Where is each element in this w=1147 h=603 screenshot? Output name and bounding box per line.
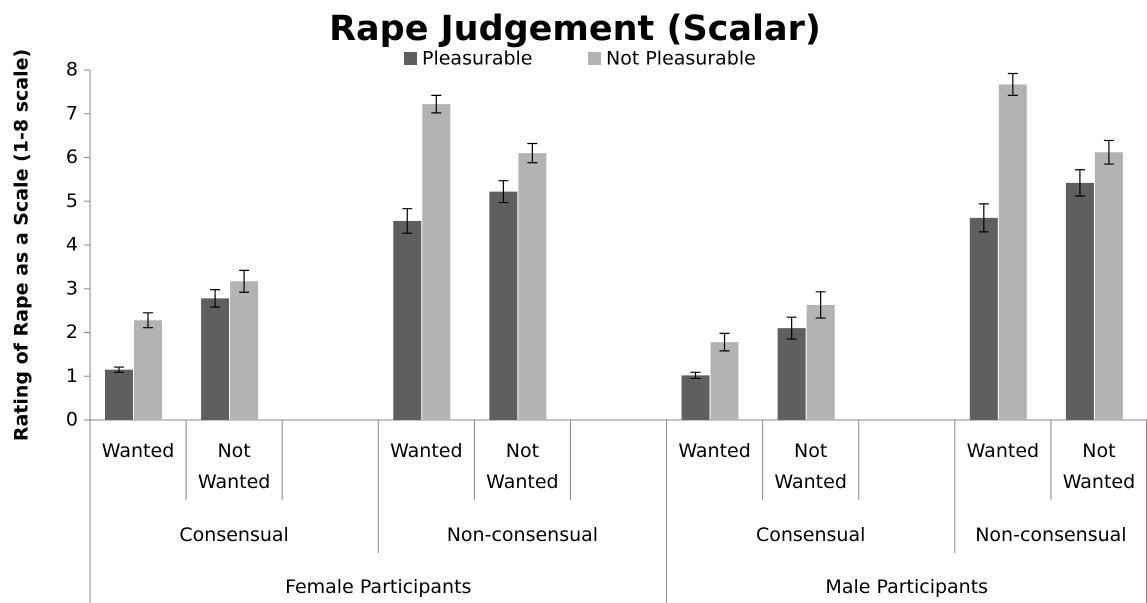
legend-label: Pleasurable bbox=[422, 48, 533, 70]
group-label: Non-consensual bbox=[446, 524, 599, 546]
x-tick-label: Not Wanted bbox=[1062, 440, 1136, 493]
group-label: Consensual bbox=[179, 524, 289, 546]
error-bar bbox=[143, 312, 153, 329]
error-bar bbox=[402, 208, 413, 234]
x-tick-label: Wanted bbox=[678, 440, 751, 462]
bar bbox=[230, 281, 259, 420]
bar bbox=[710, 342, 739, 420]
x-tick-label: Wanted bbox=[101, 440, 175, 462]
x-tick-label: Not Wanted bbox=[486, 440, 559, 493]
bar bbox=[393, 220, 422, 420]
x-tick-label: Wanted bbox=[966, 440, 1040, 462]
bar bbox=[1065, 182, 1094, 420]
legend-swatch bbox=[404, 52, 417, 65]
error-bar bbox=[815, 291, 826, 319]
legend-label: Not Pleasurable bbox=[606, 48, 756, 70]
group-label: Non-consensual bbox=[975, 524, 1127, 546]
y-axis-label: Rating of Rape as a Scale (1-8 scale) bbox=[11, 49, 33, 441]
error-bar bbox=[1007, 72, 1018, 96]
y-tick-label: 3 bbox=[66, 277, 78, 299]
bar bbox=[806, 304, 835, 420]
error-bar bbox=[210, 289, 221, 308]
y-tick-label: 8 bbox=[66, 59, 78, 81]
error-bar bbox=[239, 269, 250, 293]
error-bar bbox=[527, 142, 538, 164]
group-label: Consensual bbox=[755, 524, 866, 546]
y-tick-label: 1 bbox=[66, 365, 78, 387]
bar bbox=[1094, 152, 1123, 420]
x-tick-label: Not Wanted bbox=[197, 440, 271, 493]
chart-title: Rape Judgement (Scalar) bbox=[329, 9, 821, 49]
y-tick-label: 7 bbox=[66, 102, 78, 124]
bar bbox=[105, 369, 133, 420]
error-bar bbox=[690, 371, 701, 380]
super-group-label: Male Participants bbox=[825, 576, 989, 598]
bar bbox=[134, 320, 162, 420]
bar bbox=[422, 104, 451, 420]
x-tick-label: Wanted bbox=[390, 440, 463, 462]
bar bbox=[518, 153, 547, 420]
super-group-label: Female Participants bbox=[285, 576, 472, 598]
error-bar bbox=[978, 203, 989, 233]
error-bar bbox=[431, 94, 442, 114]
bar bbox=[201, 298, 230, 420]
bar bbox=[681, 375, 710, 420]
error-bar bbox=[719, 332, 730, 352]
error-bar bbox=[114, 366, 124, 373]
legend-swatch bbox=[588, 52, 601, 65]
x-tick-label: Not Wanted bbox=[774, 440, 847, 493]
y-tick-label: 4 bbox=[66, 234, 78, 256]
bar bbox=[998, 84, 1027, 420]
y-tick-label: 0 bbox=[66, 409, 78, 431]
error-bar bbox=[1103, 139, 1114, 165]
error-bar bbox=[786, 316, 797, 340]
error-bar bbox=[498, 180, 509, 204]
bar bbox=[777, 328, 806, 420]
error-bar bbox=[1074, 169, 1085, 197]
y-tick-label: 5 bbox=[66, 190, 78, 212]
y-tick-label: 6 bbox=[66, 146, 78, 168]
y-tick-label: 2 bbox=[66, 321, 78, 343]
bar bbox=[969, 217, 998, 420]
bar bbox=[489, 191, 518, 420]
